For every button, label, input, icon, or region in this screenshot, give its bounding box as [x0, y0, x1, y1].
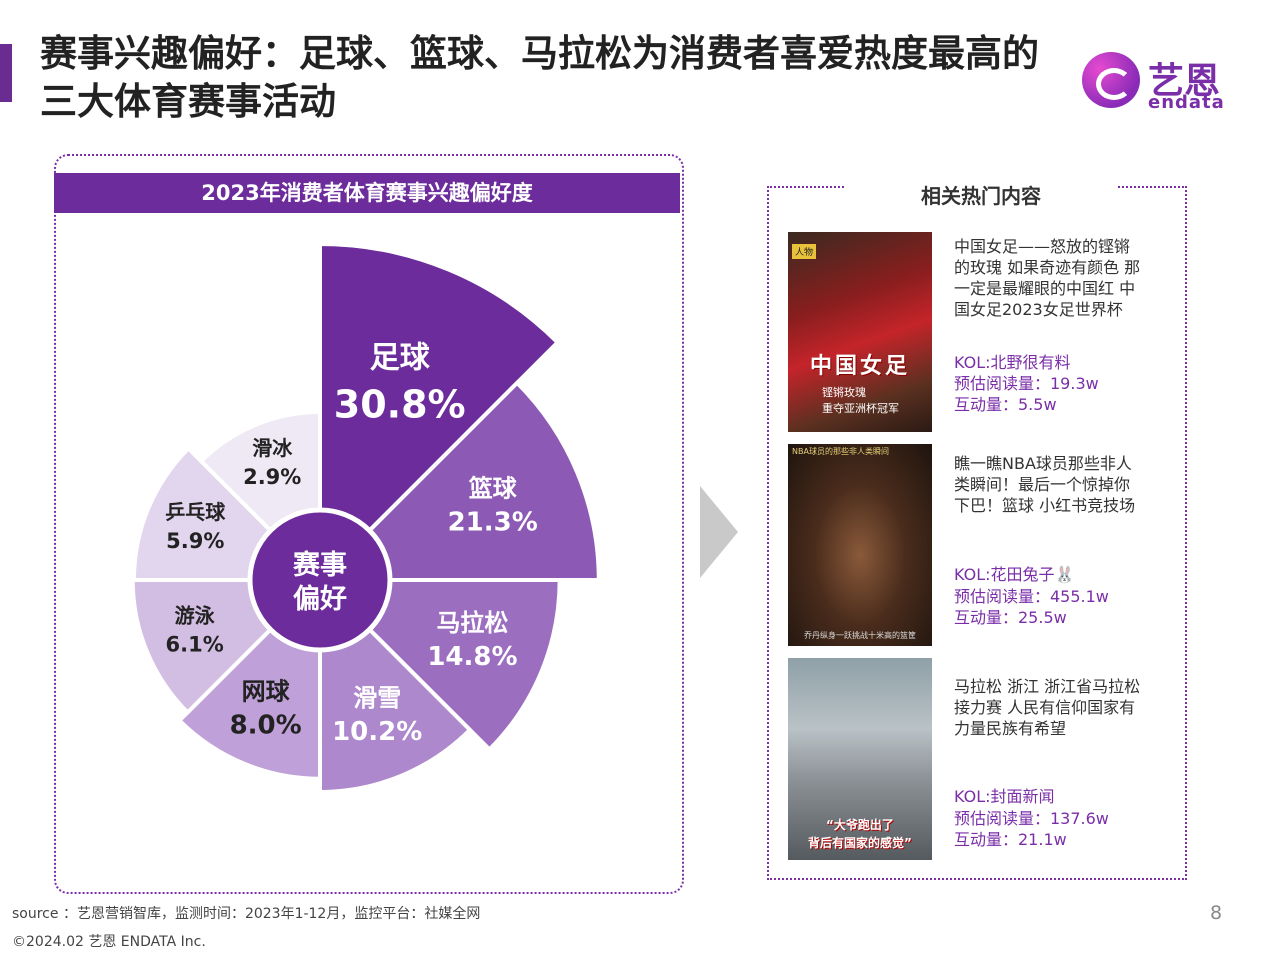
- pie-label-name-2: 篮球: [468, 474, 518, 502]
- thumb-top-text: NBA球员的那些非人类瞬间: [792, 447, 889, 456]
- page-number: 8: [1210, 902, 1223, 924]
- pie-label-value-3: 14.8%: [427, 642, 517, 672]
- pie-label-name-7: 乒乓球: [165, 500, 226, 524]
- hot-thumb-womens-football[interactable]: 人物 中国女足 铿锵玫瑰 重夺亚洲杯冠军: [788, 232, 932, 432]
- source-note: source ：艺恩营销智库，监测时间：2023年1-12月，监控平台：社媒全网: [12, 906, 481, 922]
- page-title: 赛事兴趣偏好：足球、篮球、马拉松为消费者喜爱热度最高的三大体育赛事活动: [40, 32, 1039, 123]
- pie-label-name-8: 滑冰: [252, 436, 293, 460]
- hot-thumb-nba[interactable]: NBA球员的那些非人类瞬间 乔丹纵身一跃挑战十米高的篮筐: [788, 444, 932, 646]
- hot-item-2-caption: 瞧一瞧NBA球员那些非人类瞬间！最后一个惊掉你下巴！篮球 小红书竞技场: [954, 454, 1136, 515]
- title-accent-bar: [0, 44, 12, 102]
- hot-content-title: 相关热门内容: [921, 184, 1041, 208]
- thumb-subline-1: 铿锵玫瑰: [822, 386, 866, 399]
- pie-slice-3: [315, 578, 562, 753]
- thumb-tag: 人物: [792, 244, 817, 259]
- logo-cn-text: 艺恩: [1148, 61, 1221, 102]
- pie-center-label-2: 偏好: [293, 584, 347, 615]
- pie-label-value-1: 30.8%: [334, 383, 466, 427]
- logo-en-text: endata: [1148, 92, 1225, 113]
- pie-label-value-5: 8.0%: [230, 710, 302, 740]
- hot-item-2-interactions: 互动量：25.5w: [954, 608, 1067, 627]
- thumb-headline-2: 背后有国家的感觉”: [808, 836, 912, 850]
- pie-label-name-6: 游泳: [175, 603, 216, 627]
- pie-label-value-2: 21.3%: [448, 507, 538, 537]
- pie-label-name-1: 足球: [370, 341, 431, 376]
- thumb-subline-2: 重夺亚洲杯冠军: [822, 402, 899, 415]
- hot-item-2-kol: KOL:花田兔子🐰: [954, 565, 1075, 584]
- pie-label-value-4: 10.2%: [332, 717, 422, 747]
- pie-label-name-4: 滑雪: [353, 684, 401, 712]
- endata-logo-icon: [1082, 52, 1140, 108]
- copyright-note: ©2024.02 艺恩 ENDATA Inc.: [12, 934, 206, 950]
- thumb-headline: 中国女足: [809, 354, 910, 379]
- pie-label-name-5: 网球: [242, 677, 291, 705]
- chart-title: 2023年消费者体育赛事兴趣偏好度: [54, 173, 680, 213]
- chart-panel: [54, 154, 684, 894]
- pie-center-circle: [247, 507, 393, 653]
- hot-thumb-marathon[interactable]: “大爷跑出了 背后有国家的感觉”: [788, 658, 932, 860]
- hot-content-title-bg: [845, 176, 1117, 206]
- hot-item-2-reads: 预估阅读量：455.1w: [954, 587, 1109, 606]
- pie-center-label-1: 赛事: [292, 549, 347, 581]
- hot-item-1-reads: 预估阅读量：19.3w: [954, 374, 1099, 393]
- hot-item-3-caption: 马拉松 浙江 浙江省马拉松接力赛 人民有信仰国家有力量民族有希望: [954, 677, 1141, 738]
- pie-label-value-8: 2.9%: [243, 465, 301, 489]
- hot-item-3-reads: 预估阅读量：137.6w: [954, 809, 1109, 828]
- pie-label-value-6: 6.1%: [166, 632, 224, 656]
- thumb-headline-1: “大爷跑出了: [826, 818, 894, 832]
- pie-label-name-3: 马拉松: [436, 609, 508, 637]
- pie-slice-2: [315, 380, 601, 582]
- pie-slice-1: [318, 241, 561, 585]
- arrow-right-icon: [700, 486, 738, 578]
- endata-logo: 艺恩 endata: [1082, 52, 1242, 116]
- hot-item-3-kol: KOL:封面新闻: [954, 787, 1055, 806]
- hot-item-3-interactions: 互动量：21.1w: [954, 830, 1067, 849]
- hot-item-1-kol: KOL:北野很有料: [954, 353, 1071, 372]
- pie-label-value-7: 5.9%: [166, 529, 224, 553]
- hot-item-1-caption: 中国女足——怒放的铿锵的玫瑰 如果奇迹有颜色 那一定是最耀眼的中国红 中国女足2…: [954, 237, 1141, 319]
- thumb-bottom-text: 乔丹纵身一跃挑战十米高的篮筐: [804, 631, 916, 640]
- hot-item-1-interactions: 互动量：5.5w: [954, 395, 1057, 414]
